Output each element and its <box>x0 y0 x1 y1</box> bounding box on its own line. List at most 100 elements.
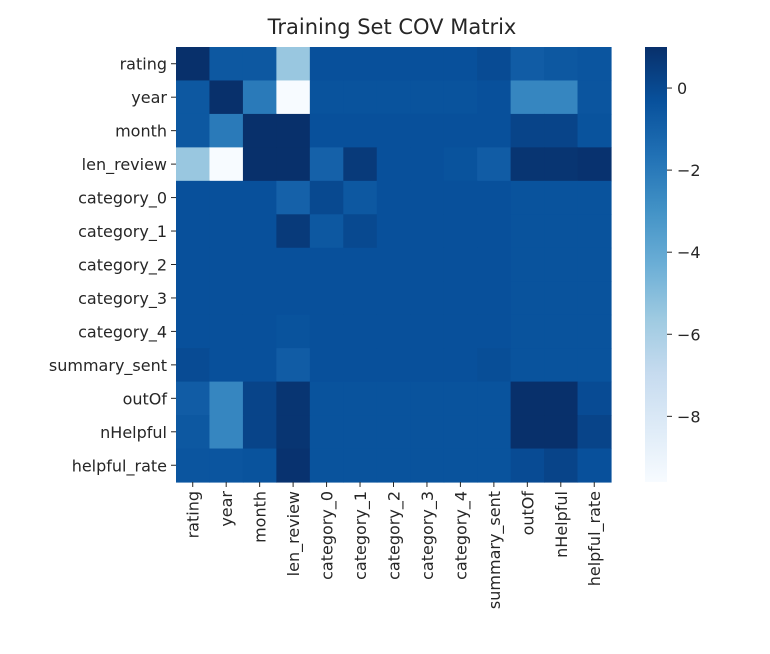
heatmap-cell-nHelpful-month <box>242 415 277 450</box>
heatmap-cell-year-category_3 <box>410 80 445 115</box>
heatmap-cell-category_3-outOf <box>510 281 545 316</box>
heatmap-cell-helpful_rate-outOf <box>510 448 545 483</box>
heatmap-cell-nHelpful-category_2 <box>376 415 411 450</box>
heatmap-cell-category_0-category_4 <box>443 180 478 215</box>
heatmap-cell-category_2-category_4 <box>443 247 478 282</box>
heatmap-cell-len_review-category_0 <box>309 147 344 182</box>
heatmap-cell-len_review-category_1 <box>343 147 378 182</box>
heatmap-cell-category_1-category_1 <box>343 214 378 249</box>
heatmap-cell-category_1-helpful_rate <box>577 214 612 249</box>
heatmap-cell-category_3-summary_sent <box>477 281 512 316</box>
x-tick-label-helpful_rate: helpful_rate <box>585 491 605 586</box>
heatmap-cell-summary_sent-category_1 <box>343 348 378 383</box>
heatmap-cell-category_2-outOf <box>510 247 545 282</box>
heatmap-cell-category_3-helpful_rate <box>577 281 612 316</box>
heatmap-cell-category_3-category_3 <box>410 281 445 316</box>
heatmap-cell-category_3-category_0 <box>309 281 344 316</box>
y-tick-label-year: year <box>131 88 167 107</box>
x-tick-label-summary_sent: summary_sent <box>485 491 505 609</box>
heatmap-cell-category_1-outOf <box>510 214 545 249</box>
colorbar-tick-label: −8 <box>677 407 701 426</box>
heatmap-cell-category_0-category_1 <box>343 180 378 215</box>
x-tick-label-category_1: category_1 <box>351 491 371 580</box>
heatmap-cell-rating-year <box>209 47 244 82</box>
heatmap-cell-outOf-outOf <box>510 381 545 416</box>
heatmap-cell-nHelpful-rating <box>176 415 211 450</box>
heatmap-cell-category_4-month <box>242 314 277 349</box>
y-axis: rating year month len_review category_0categ… <box>49 55 176 476</box>
heatmap-cell-category_4-category_3 <box>410 314 445 349</box>
heatmap-cell-year-nHelpful <box>544 80 579 115</box>
heatmap-cell-outOf-len_review <box>276 381 311 416</box>
heatmap-cell-category_2-month <box>242 247 277 282</box>
heatmap-cell-year-category_4 <box>443 80 478 115</box>
heatmap-cell-category_3-nHelpful <box>544 281 579 316</box>
heatmap-cell-category_1-month <box>242 214 277 249</box>
heatmap-cell-len_review-nHelpful <box>544 147 579 182</box>
heatmap-cell-year-helpful_rate <box>577 80 612 115</box>
y-tick-label-helpful_rate: helpful_rate <box>72 456 167 476</box>
heatmap-cell-category_1-summary_sent <box>477 214 512 249</box>
heatmap-cell-rating-rating <box>176 47 211 82</box>
heatmap-cell-helpful_rate-nHelpful <box>544 448 579 483</box>
heatmap-cell-nHelpful-category_0 <box>309 415 344 450</box>
heatmap-cell-rating-category_4 <box>443 47 478 82</box>
heatmap-cell-summary_sent-helpful_rate <box>577 348 612 383</box>
heatmap-cell-summary_sent-len_review <box>276 348 311 383</box>
colorbar-tick-label: 0 <box>677 79 687 98</box>
heatmap-cell-nHelpful-nHelpful <box>544 415 579 450</box>
heatmap-cell-year-year <box>209 80 244 115</box>
heatmap-cell-outOf-category_4 <box>443 381 478 416</box>
heatmap-cell-category_0-category_2 <box>376 180 411 215</box>
heatmap-cell-category_2-category_2 <box>376 247 411 282</box>
heatmap-cell-category_2-category_3 <box>410 247 445 282</box>
heatmap-cell-category_4-category_4 <box>443 314 478 349</box>
heatmap-cell-category_0-category_3 <box>410 180 445 215</box>
heatmap-cell-summary_sent-category_3 <box>410 348 445 383</box>
x-tick-label-year: year <box>217 491 236 527</box>
heatmap-cell-rating-category_0 <box>309 47 344 82</box>
heatmap-cell-rating-category_3 <box>410 47 445 82</box>
heatmap-cell-summary_sent-year <box>209 348 244 383</box>
heatmap-cell-category_3-category_4 <box>443 281 478 316</box>
heatmap-cell-rating-category_1 <box>343 47 378 82</box>
heatmap-cell-year-category_2 <box>376 80 411 115</box>
heatmap-cell-category_4-nHelpful <box>544 314 579 349</box>
heatmap-cell-summary_sent-outOf <box>510 348 545 383</box>
colorbar: 0 −2 −4 −6 −8 <box>645 47 701 482</box>
y-tick-label-category_0: category_0 <box>78 189 167 209</box>
heatmap-cell-outOf-category_3 <box>410 381 445 416</box>
heatmap-cell-outOf-helpful_rate <box>577 381 612 416</box>
heatmap-cell-summary_sent-category_4 <box>443 348 478 383</box>
colorbar-tick-label: −6 <box>677 325 701 344</box>
heatmap-cell-summary_sent-rating <box>176 348 211 383</box>
heatmap-cell-len_review-category_3 <box>410 147 445 182</box>
heatmap-cell-category_0-outOf <box>510 180 545 215</box>
y-tick-label-outOf: outOf <box>123 389 168 408</box>
heatmap-cell-category_2-year <box>209 247 244 282</box>
heatmap-cell-outOf-category_2 <box>376 381 411 416</box>
heatmap-cell-helpful_rate-category_1 <box>343 448 378 483</box>
x-tick-label-outOf: outOf <box>518 491 537 536</box>
heatmap-cell-helpful_rate-summary_sent <box>477 448 512 483</box>
heatmap-cell-nHelpful-year <box>209 415 244 450</box>
heatmap-cell-category_3-rating <box>176 281 211 316</box>
colorbar-tick-label: −2 <box>677 161 701 180</box>
y-tick-label-rating: rating <box>120 55 167 74</box>
heatmap-cell-summary_sent-category_0 <box>309 348 344 383</box>
heatmap-cell-len_review-outOf <box>510 147 545 182</box>
x-tick-label-rating: rating <box>184 491 203 538</box>
heatmap-cell-helpful_rate-category_2 <box>376 448 411 483</box>
heatmap-cell-category_1-year <box>209 214 244 249</box>
colorbar-tick-label: −4 <box>677 243 701 262</box>
heatmap-cell-category_1-len_review <box>276 214 311 249</box>
heatmap-cell-category_1-rating <box>176 214 211 249</box>
heatmap-cell-len_review-helpful_rate <box>577 147 612 182</box>
heatmap-cell-helpful_rate-rating <box>176 448 211 483</box>
heatmap-cell-len_review-category_4 <box>443 147 478 182</box>
heatmap-cell-month-nHelpful <box>544 113 579 148</box>
heatmap-cell-month-category_2 <box>376 113 411 148</box>
heatmap-cell-category_0-summary_sent <box>477 180 512 215</box>
heatmap-cell-category_0-year <box>209 180 244 215</box>
